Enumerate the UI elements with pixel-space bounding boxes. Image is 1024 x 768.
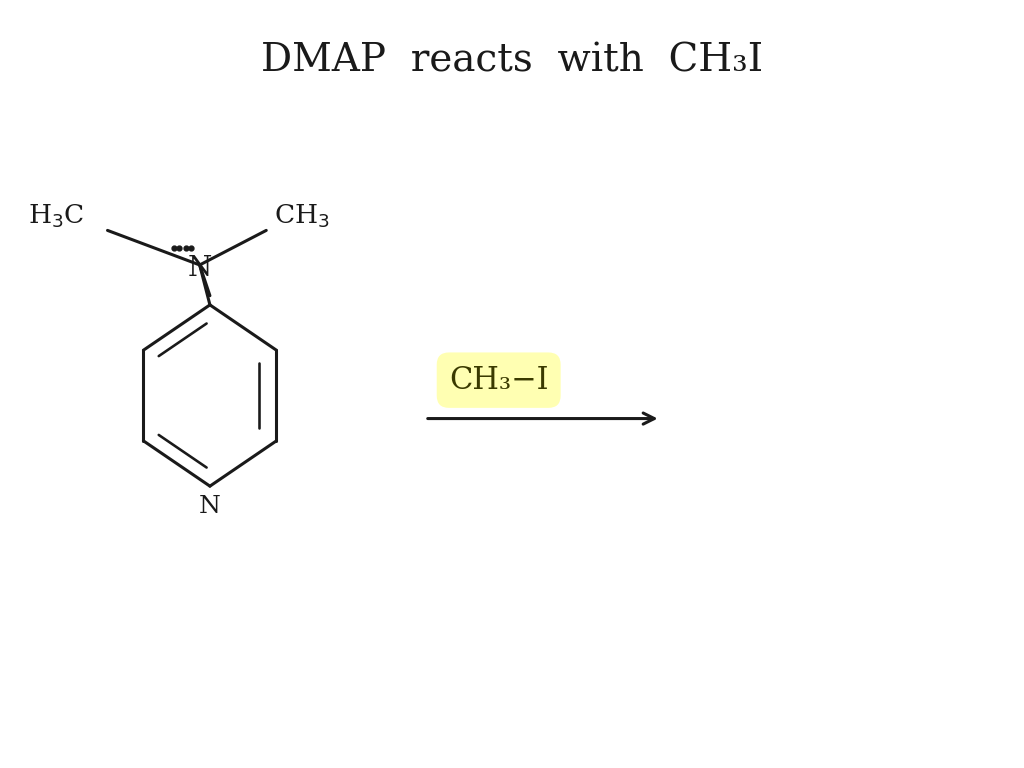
Text: CH₃−I: CH₃−I [449, 365, 549, 396]
Text: CH$_3$: CH$_3$ [274, 203, 330, 230]
Text: N: N [187, 255, 212, 283]
Text: DMAP  reacts  with  CH₃I: DMAP reacts with CH₃I [261, 43, 763, 80]
Text: N: N [199, 495, 221, 518]
Text: H$_3$C: H$_3$C [28, 203, 85, 230]
